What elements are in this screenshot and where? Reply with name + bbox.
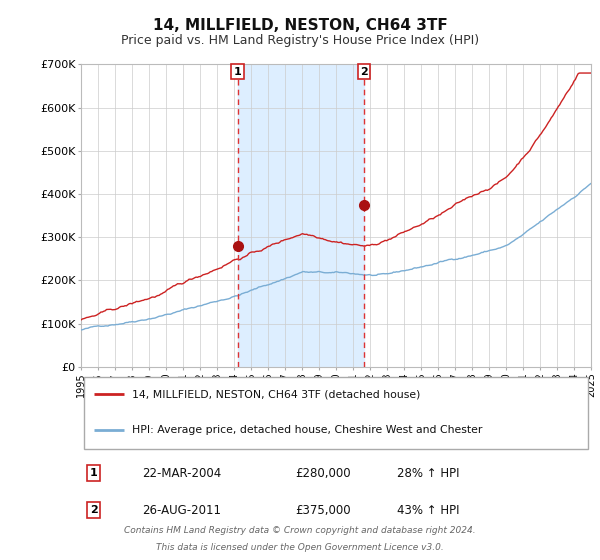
Text: 14, MILLFIELD, NESTON, CH64 3TF (detached house): 14, MILLFIELD, NESTON, CH64 3TF (detache…	[132, 389, 421, 399]
Text: £280,000: £280,000	[295, 466, 351, 480]
Text: 1: 1	[90, 468, 98, 478]
Text: 2: 2	[90, 505, 98, 515]
Text: Contains HM Land Registry data © Crown copyright and database right 2024.: Contains HM Land Registry data © Crown c…	[124, 526, 476, 535]
Text: 26-AUG-2011: 26-AUG-2011	[142, 503, 221, 516]
Text: 22-MAR-2004: 22-MAR-2004	[142, 466, 221, 480]
Text: HPI: Average price, detached house, Cheshire West and Chester: HPI: Average price, detached house, Ches…	[132, 424, 482, 435]
Text: 43% ↑ HPI: 43% ↑ HPI	[397, 503, 460, 516]
Text: 2: 2	[360, 67, 368, 77]
Text: 14, MILLFIELD, NESTON, CH64 3TF: 14, MILLFIELD, NESTON, CH64 3TF	[152, 18, 448, 33]
Text: This data is licensed under the Open Government Licence v3.0.: This data is licensed under the Open Gov…	[156, 543, 444, 552]
Bar	[238, 64, 364, 367]
Text: Price paid vs. HM Land Registry's House Price Index (HPI): Price paid vs. HM Land Registry's House …	[121, 34, 479, 46]
Text: 28% ↑ HPI: 28% ↑ HPI	[397, 466, 460, 480]
Text: 1: 1	[234, 67, 242, 77]
FancyBboxPatch shape	[83, 377, 589, 449]
Text: £375,000: £375,000	[295, 503, 351, 516]
